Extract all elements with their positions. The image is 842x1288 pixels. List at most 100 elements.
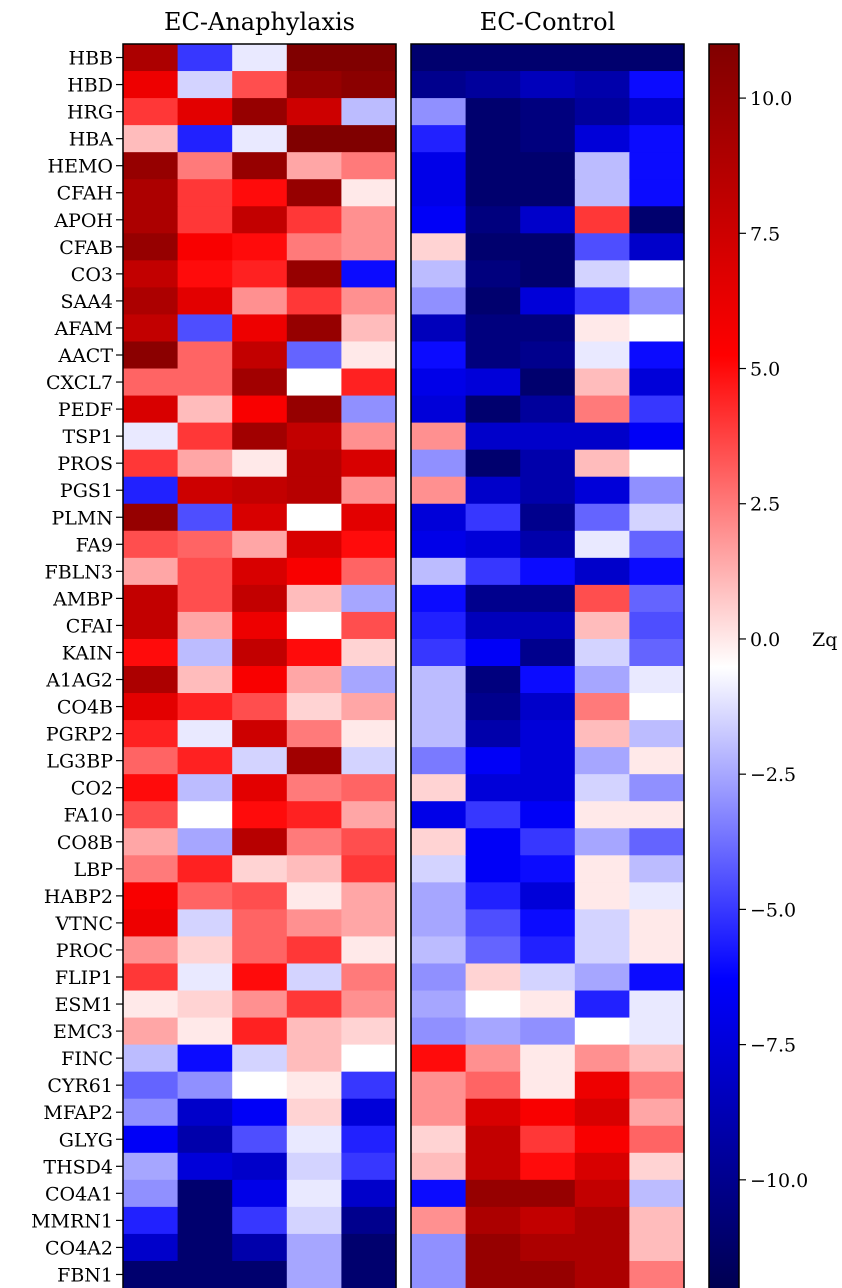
heatmap-cell [520,611,576,640]
heatmap-cell [574,530,630,559]
heatmap-cell [411,422,467,451]
heatmap-cell [629,1098,685,1127]
heatmap-cell [574,260,630,288]
heatmap-cell [574,395,630,424]
heatmap-cell [123,368,179,397]
heatmap-cell [465,152,521,180]
heatmap-cell [286,476,342,505]
heatmap-cell [520,963,576,992]
heatmap-cell [574,1044,630,1073]
heatmap-cell [341,611,397,640]
heatmap-cell [520,314,576,343]
heatmap-cell [629,584,685,613]
panel-title: EC-Control [480,8,616,36]
heatmap-cell [465,828,521,856]
heatmap-cell [465,179,521,207]
heatmap-cell [232,206,288,234]
heatmap-cell [411,476,467,505]
heatmap-cell [232,179,288,207]
heatmap-cell [465,476,521,505]
heatmap-cell [411,98,467,126]
heatmap-cell [629,936,685,965]
heatmap-cell [465,449,521,478]
row-label: PLMN [52,507,113,529]
heatmap-cell [629,611,685,640]
heatmap-cell [411,557,467,586]
heatmap-cell [411,801,467,829]
heatmap-cell [629,530,685,559]
heatmap-cell [574,98,630,126]
heatmap-cell [341,1152,397,1181]
heatmap-cell [341,152,397,180]
heatmap-cell [465,720,521,748]
heatmap-cell [629,206,685,234]
heatmap-cell [286,1017,342,1046]
heatmap-cell [411,287,467,316]
heatmap-cell [629,1044,685,1073]
heatmap-cell [232,125,288,153]
heatmap-cell [341,233,397,261]
heatmap-cell [520,855,576,883]
heatmap-cell [574,368,630,397]
heatmap-cell [123,395,179,424]
heatmap-cell [411,1017,467,1046]
heatmap-cell [574,855,630,883]
heatmap-cell [123,774,179,802]
heatmap-cell [123,1233,179,1262]
heatmap-cell [574,774,630,802]
heatmap-cell [177,476,233,505]
heatmap-cell [177,98,233,126]
heatmap-cell [411,1044,467,1073]
colorbar-tick-label: 10.0 [750,88,792,110]
heatmap-cell [232,1017,288,1046]
heatmap-cell [286,314,342,343]
heatmap-cell [286,963,342,992]
heatmap-cell [286,449,342,478]
heatmap-cell [232,936,288,965]
heatmap-cell [123,476,179,505]
heatmap-cell [520,557,576,586]
heatmap-cell [411,71,467,99]
row-label: SAA4 [60,291,113,313]
heatmap-cell [629,828,685,856]
heatmap-cell [574,179,630,207]
heatmap-cell [574,206,630,234]
heatmap-cell [411,179,467,207]
heatmap-cell [123,341,179,370]
heatmap-cell [574,1233,630,1262]
heatmap-cell [177,638,233,667]
heatmap-cell [629,233,685,261]
heatmap-cell [286,828,342,856]
heatmap-cell [411,936,467,965]
heatmap-cell [286,801,342,829]
heatmap-cell [123,1206,179,1235]
heatmap-cell [123,1179,179,1208]
heatmap-cell [123,963,179,992]
heatmap-cell [411,503,467,532]
heatmap-cell [520,720,576,748]
heatmap-cell [465,909,521,938]
row-label: VTNC [54,913,113,935]
heatmap-cell [629,179,685,207]
heatmap-cell [177,1125,233,1154]
heatmap-cell [232,1125,288,1154]
heatmap-cell [286,395,342,424]
heatmap-cell [232,909,288,938]
row-label: HBD [67,75,113,97]
heatmap-cell [411,233,467,261]
heatmap-cell [574,1098,630,1127]
row-label: CFAB [59,237,113,259]
heatmap-cell [177,1152,233,1181]
heatmap-cell [341,963,397,992]
colorbar-tick-label: 5.0 [750,359,780,381]
colorbar-tick-label: −7.5 [750,1035,796,1057]
heatmap-cell [232,990,288,1019]
row-label: ESM1 [55,994,113,1016]
heatmap-cell [411,395,467,424]
heatmap-cell [177,341,233,370]
heatmap-cell [465,557,521,586]
row-label: LG3BP [46,751,113,773]
heatmap-cell [520,801,576,829]
heatmap-cell [629,1233,685,1262]
heatmap-cell [574,990,630,1019]
